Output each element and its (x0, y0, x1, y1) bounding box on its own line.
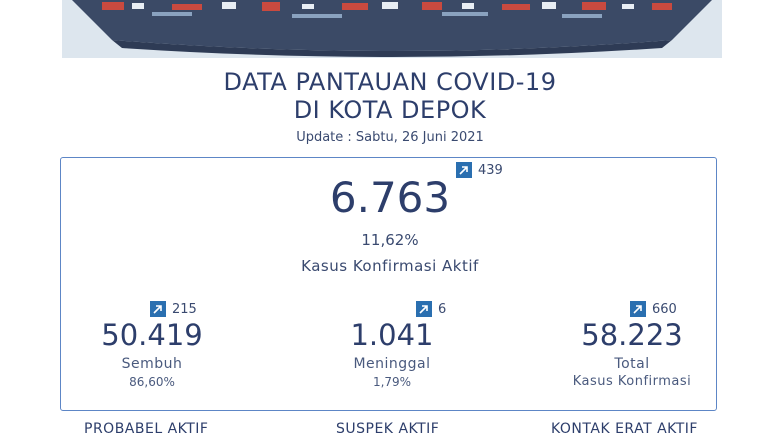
active-cases-value: 6.763 (329, 173, 451, 222)
total-label-line2: Kasus Konfirmasi (572, 374, 692, 389)
recovered-percent: 86,60% (129, 375, 175, 389)
deaths-delta: 6 (416, 301, 446, 317)
active-delta-value: 439 (478, 162, 503, 178)
arrow-up-right-icon (456, 162, 472, 178)
section-close-contact-active: KONTAK ERAT AKTIF (551, 421, 698, 437)
deaths-value: 1.041 (350, 318, 434, 352)
section-suspect-active: SUSPEK AKTIF (336, 421, 440, 437)
deaths-percent: 1,79% (372, 375, 412, 389)
update-date: Update : Sabtu, 26 Juni 2021 (296, 130, 484, 145)
total-label-line1: Total (614, 356, 650, 372)
stats-card (60, 157, 717, 411)
total-delta: 660 (630, 301, 677, 317)
arrow-up-right-icon (416, 301, 432, 317)
total-delta-value: 660 (652, 301, 677, 317)
active-cases-label: Kasus Konfirmasi Aktif (301, 257, 479, 275)
recovered-delta-value: 215 (172, 301, 197, 317)
section-probable-active: PROBABEL AKTIF (84, 421, 209, 437)
arrow-up-right-icon (630, 301, 646, 317)
header-banner-illustration (62, 0, 722, 58)
active-cases-percent: 11,62% (361, 231, 419, 249)
active-delta: 439 (456, 162, 503, 178)
recovered-value: 50.419 (101, 318, 203, 352)
arrow-up-right-icon (150, 301, 166, 317)
recovered-delta: 215 (150, 301, 197, 317)
total-value: 58.223 (581, 318, 683, 352)
page-title-line1: DATA PANTAUAN COVID-19 (223, 68, 557, 96)
page-title-line2: DI KOTA DEPOK (293, 96, 487, 124)
deaths-label: Meninggal (353, 356, 431, 372)
deaths-delta-value: 6 (438, 301, 447, 317)
recovered-label: Sembuh (121, 356, 183, 372)
